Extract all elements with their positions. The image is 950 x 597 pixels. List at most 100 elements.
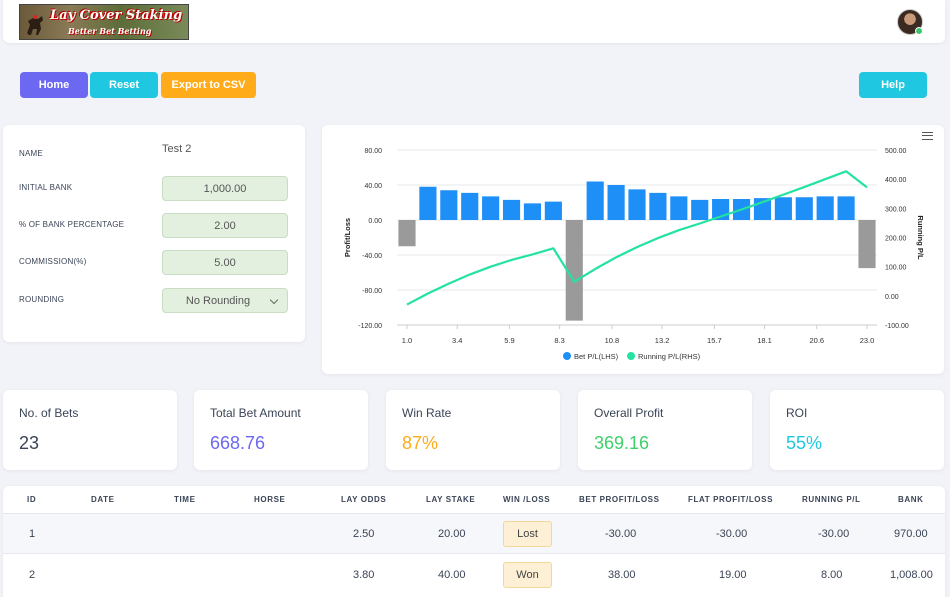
bar (565, 220, 583, 321)
cell-bank: 970.00 (894, 528, 928, 540)
bar (607, 185, 625, 220)
legend-marker-running-pl (627, 352, 635, 360)
column-header[interactable]: BANK (898, 495, 924, 504)
stat-card-win-rate: Win Rate 87% (386, 390, 560, 470)
x-tick-label: 15.7 (707, 336, 722, 345)
initial-bank-field[interactable]: 1,000.00 (162, 176, 288, 201)
reset-button[interactable]: Reset (90, 72, 158, 98)
y2-tick-label: -100.00 (885, 323, 909, 330)
bar (795, 197, 813, 220)
column-header[interactable]: FLAT PROFIT/LOSS (688, 495, 774, 504)
x-tick-label: 23.0 (860, 336, 875, 345)
x-tick-label: 20.6 (810, 336, 825, 345)
bar (586, 181, 604, 220)
table-row[interactable]: 1 2.50 20.00 Lost -30.00 -30.00 -30.00 9… (3, 514, 945, 554)
stat-value: 668.76 (210, 433, 266, 453)
x-tick-label: 3.4 (452, 336, 462, 345)
column-header[interactable]: DATE (91, 495, 115, 504)
y2-tick-label: 100.00 (885, 265, 907, 272)
result-badge: Lost (503, 521, 552, 547)
export-csv-button[interactable]: Export to CSV (161, 72, 256, 98)
rounding-select[interactable]: No Rounding (162, 288, 288, 313)
y-tick-label: 80.00 (364, 148, 382, 155)
bar (544, 201, 562, 220)
bar (419, 186, 437, 220)
column-header[interactable]: BET PROFIT/LOSS (579, 495, 660, 504)
column-header[interactable]: ID (27, 495, 37, 504)
stat-value: 55% (786, 433, 823, 453)
logo-title: Lay Cover Staking (50, 8, 183, 23)
bar (628, 189, 646, 220)
chart-menu-icon[interactable] (922, 132, 933, 140)
rounding-selected-value: No Rounding (185, 294, 251, 307)
column-header[interactable]: TIME (174, 495, 196, 504)
legend-label-running-pl: Running P/L(RHS) (638, 352, 701, 361)
bar (398, 220, 416, 247)
x-tick-label: 18.1 (757, 336, 772, 345)
column-header[interactable]: LAY STAKE (426, 495, 476, 504)
cell-lay-odds: 3.80 (353, 569, 375, 581)
bar (523, 203, 542, 220)
staking-settings-card: NAME Test 2 INITIAL BANK 1,000.00 % OF B… (3, 125, 305, 342)
name-label: NAME (19, 149, 43, 158)
result-badge: Won (503, 562, 552, 588)
cell-running-pl: 8.00 (821, 569, 843, 581)
y2-tick-label: 200.00 (885, 236, 907, 243)
user-avatar[interactable] (897, 9, 923, 35)
bar (502, 199, 521, 220)
initial-bank-label: INITIAL BANK (19, 183, 73, 192)
cell-bet-profit: -30.00 (605, 528, 637, 540)
stat-card-bets: No. of Bets 23 (3, 390, 177, 470)
stat-title: Win Rate (402, 406, 452, 420)
horse-racing-icon (27, 15, 43, 35)
column-header[interactable]: LAY ODDS (341, 495, 387, 504)
cell-lay-odds: 2.50 (353, 528, 375, 540)
x-tick-label: 1.0 (402, 336, 412, 345)
running-pl-line (406, 170, 868, 306)
cell-running-pl: -30.00 (818, 528, 850, 540)
name-value: Test 2 (162, 143, 192, 155)
y2-tick-label: 500.00 (885, 148, 907, 155)
column-header[interactable]: RUNNING P/L (802, 495, 861, 504)
y2-tick-label: 400.00 (885, 177, 907, 184)
x-tick-label: 5.9 (504, 336, 514, 345)
profit-loss-chart: 80.00 40.00 0.00 -40.00 -80.00 -120.00 500.00 4… (343, 148, 925, 361)
bank-percentage-field[interactable]: 2.00 (162, 213, 288, 238)
help-button[interactable]: Help (859, 72, 927, 98)
cell-lay-stake: 20.00 (438, 528, 466, 540)
stat-card-overall-profit: Overall Profit 369.16 (578, 390, 752, 470)
chevron-down-icon (269, 295, 279, 305)
bar (649, 192, 667, 220)
y2-axis-title: Running P/L (916, 215, 925, 260)
bank-percentage-label: % OF BANK PERCENTAGE (19, 220, 125, 229)
rounding-label: ROUNDING (19, 295, 65, 304)
commission-label: COMMISSION(%) (19, 257, 87, 266)
stat-value: 369.16 (594, 433, 650, 453)
y-tick-label: 0.00 (368, 218, 382, 225)
bar (816, 196, 834, 220)
brand-logo[interactable]: Lay Cover Staking Better Bet Betting (19, 4, 189, 40)
home-button[interactable]: Home (20, 72, 88, 98)
bar (837, 196, 855, 220)
cell-id: 1 (29, 528, 36, 540)
table-row[interactable]: 2 3.80 40.00 Won 38.00 19.00 8.00 1,008.… (3, 555, 945, 595)
cell-id: 2 (29, 569, 36, 581)
online-status-dot (915, 27, 923, 35)
legend-marker-bet-pl (563, 352, 571, 360)
stat-title: ROI (786, 406, 808, 420)
commission-field[interactable]: 5.00 (162, 250, 288, 275)
y2-tick-label: 300.00 (885, 206, 907, 213)
bar (670, 196, 688, 220)
cell-bank: 1,008.00 (890, 569, 933, 581)
row-divider (3, 553, 945, 554)
stat-card-roi: ROI 55% (770, 390, 944, 470)
logo-subtitle: Better Bet Betting (68, 26, 152, 36)
column-header[interactable]: WIN /LOSS (503, 495, 551, 504)
cell-flat-profit: 19.00 (719, 569, 747, 581)
column-header[interactable]: HORSE (254, 495, 286, 504)
y-axis-title: Profit/Loss (343, 218, 352, 257)
legend-label-bet-pl: Bet P/L(LHS) (574, 352, 619, 361)
y2-tick-label: 0.00 (885, 294, 899, 301)
stat-card-total-bet: Total Bet Amount 668.76 (194, 390, 368, 470)
bar (482, 196, 500, 220)
